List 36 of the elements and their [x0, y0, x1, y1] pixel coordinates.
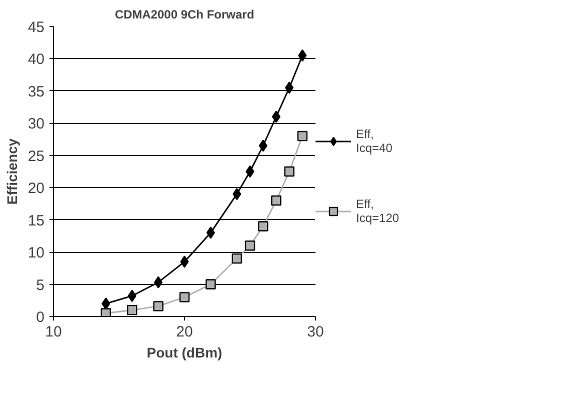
legend-label: Eff, Icq=40 [356, 126, 392, 156]
point [244, 240, 256, 251]
point [180, 256, 189, 268]
point [258, 140, 268, 152]
y-tick-label: 20 [28, 180, 45, 198]
point [206, 226, 215, 239]
point [154, 276, 163, 288]
point [284, 166, 294, 177]
point [206, 279, 216, 290]
legend-label: Eff, Icq=120 [356, 196, 400, 226]
y-tick-label: 35 [28, 83, 45, 100]
point [100, 308, 111, 316]
y-tick-label: 40 [28, 51, 45, 68]
point [127, 304, 138, 316]
point [271, 195, 282, 206]
point [102, 298, 110, 310]
y-tick-label: 30 [28, 116, 45, 133]
chart-title: CDMA2000 9Ch Forward [114, 8, 254, 22]
y-tick-label: 5 [36, 276, 44, 294]
x-tick-label: 20 [176, 324, 193, 340]
y-tick-label: 25 [28, 148, 45, 165]
point [128, 290, 136, 302]
point [153, 301, 164, 312]
y-axis-title: Efficiency [4, 138, 20, 205]
x-tick-label: 30 [307, 324, 324, 340]
point [258, 221, 268, 232]
point [285, 82, 294, 94]
x-axis-title: Pout (dBm) [146, 344, 222, 360]
y-tick-label: 10 [28, 244, 45, 262]
point [179, 292, 190, 302]
point [297, 130, 308, 142]
point [232, 253, 242, 264]
point [272, 110, 280, 123]
y-tick-label: 0 [36, 309, 44, 326]
y-tick-label: 15 [28, 212, 45, 230]
y-tick-label: 45 [28, 19, 45, 36]
